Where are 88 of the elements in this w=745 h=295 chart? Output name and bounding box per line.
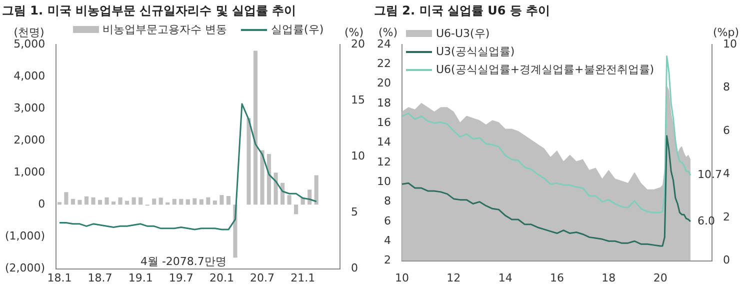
y-tick-label: (1,000) (4, 230, 46, 243)
y-tick-label: 1,000 (14, 165, 46, 178)
y-tick-label: 6 (384, 214, 391, 228)
bar (70, 198, 76, 205)
legend-label: U6-U3(우) (436, 26, 490, 42)
x-tick-label: 18.1 (47, 271, 72, 284)
bar (206, 197, 210, 205)
y-axis-title: (%) (378, 26, 398, 39)
chart-title: 그림 1. 미국 비농업부문 신규일자리수 및 실업률 추이 (2, 3, 296, 18)
bar (266, 154, 272, 205)
annotation: 4월 -2078.7만명 (140, 255, 226, 268)
bar (78, 200, 82, 205)
bar (125, 200, 130, 205)
x-tick-label: 16 (550, 271, 564, 284)
bar (118, 197, 122, 205)
y2-tick-label: 10 (351, 149, 366, 162)
y-tick-label: 14 (376, 136, 391, 149)
bar (294, 204, 298, 214)
x-tick-label: 18.7 (88, 271, 112, 284)
y2-tick-label: 0 (351, 262, 358, 275)
bar (138, 197, 143, 205)
bar (158, 198, 163, 205)
x-tick-label: 20.7 (250, 271, 275, 284)
y-tick-label: (2,000) (4, 262, 46, 275)
y2-tick-label: 8 (723, 80, 730, 94)
legend-label: U3(공식실업률) (436, 44, 515, 60)
bar (84, 196, 89, 205)
y-tick-label: 10 (376, 174, 391, 188)
y-tick-label: 2 (384, 254, 391, 267)
y-tick-label: 20 (376, 76, 391, 90)
y-tick-label: 4 (384, 234, 391, 247)
chart-title: 그림 2. 미국 실업률 U6 등 추이 (374, 3, 550, 18)
x-tick-label: 14 (498, 271, 512, 284)
y-tick-label: 4,000 (14, 69, 46, 82)
y2-tick-label: 4 (723, 167, 730, 180)
y2-tick-label: 20 (351, 37, 366, 50)
bar (246, 118, 251, 205)
bar (314, 175, 318, 205)
y-tick-label: 2,000 (14, 133, 46, 146)
bar (220, 195, 224, 205)
y-tick-label: 18 (376, 96, 391, 110)
x-tick-label: 19.1 (128, 271, 153, 284)
bar (253, 50, 258, 205)
y2-tick-label: 5 (351, 206, 358, 219)
bar (152, 198, 156, 205)
legend-label: 실업률(우) (271, 22, 324, 38)
bar (287, 195, 292, 205)
y2-tick-label: 15 (351, 93, 366, 106)
y-tick-label: 0 (38, 198, 46, 211)
y2-axis-title: (%) (344, 26, 364, 39)
bar (132, 197, 136, 205)
x-tick-label: 19.7 (168, 271, 194, 284)
y-axis-title: (천명) (14, 26, 44, 39)
bar (104, 197, 109, 205)
bar (64, 192, 68, 205)
y2-axis-title: (%p) (712, 26, 740, 39)
bar (192, 198, 197, 205)
legend-label: U6(공식실업률+경계실업률+불완전취업률) (436, 62, 654, 78)
y-tick-label: 5,000 (14, 37, 46, 50)
bar (179, 198, 184, 205)
bar (172, 198, 176, 205)
bar (260, 150, 264, 205)
bar (57, 202, 62, 205)
x-tick-label: 12 (446, 271, 461, 284)
y-tick-label: 24 (376, 37, 391, 50)
x-tick-label: 20.1 (209, 271, 234, 284)
y2-tick-label: 6 (723, 124, 730, 137)
bar (112, 201, 116, 205)
y2-tick-label: 10 (723, 37, 738, 50)
x-tick-label: 10 (394, 271, 409, 284)
bar (212, 200, 217, 205)
y2-tick-label: 2 (723, 210, 730, 224)
y-tick-label: 16 (376, 116, 391, 129)
x-tick-label: 20 (653, 271, 668, 284)
y-tick-label: 22 (376, 56, 391, 70)
y-tick-label: 3,000 (14, 101, 46, 114)
x-tick-label: 21.1 (290, 271, 316, 284)
bar (274, 172, 278, 205)
legend-label: 비농업부문고용자수 변동 (102, 22, 228, 38)
x-tick-label: 18 (602, 271, 616, 284)
bar (226, 196, 230, 205)
bar (98, 200, 102, 205)
y-tick-label: 12 (376, 155, 391, 168)
y2-tick-label: 0 (723, 254, 730, 267)
bar (186, 199, 190, 205)
bar (91, 197, 96, 205)
bar (199, 199, 204, 205)
y-tick-label: 8 (384, 194, 391, 208)
